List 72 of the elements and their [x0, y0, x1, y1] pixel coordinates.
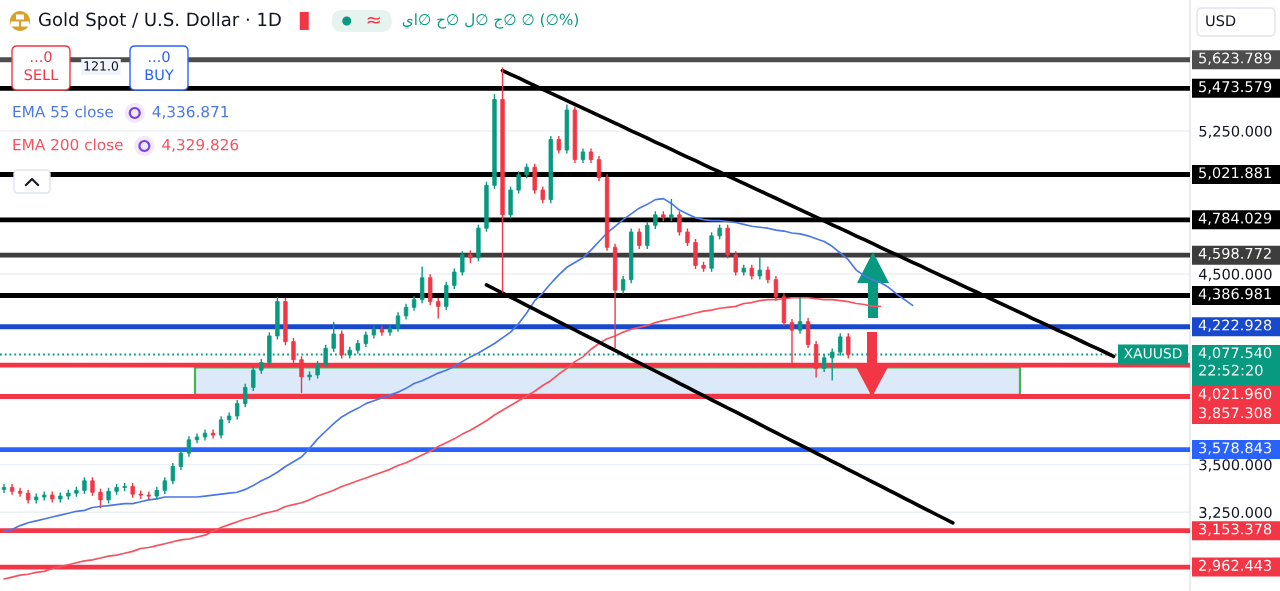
- ref-line-label: 3,578.843: [1199, 442, 1272, 455]
- ref-line-label: 4,077.540 22:52:20: [1198, 347, 1272, 376]
- annotation: ...0: [148, 51, 170, 63]
- candlestick: [733, 251, 738, 276]
- candlestick: [379, 325, 385, 336]
- candlestick: [186, 436, 192, 457]
- annotation: XAUUSD: [1123, 348, 1182, 359]
- ref-line-label: 5,473.579: [1199, 81, 1272, 94]
- ref-line-label: 3,153.378: [1199, 523, 1272, 536]
- text: USD: [1206, 15, 1236, 27]
- line-series: [3, 197, 914, 533]
- candlestick: [669, 198, 674, 222]
- ref-line-label: 4,598.772: [1198, 247, 1271, 261]
- candlestick: [210, 429, 216, 439]
- candlestick: [677, 211, 682, 236]
- candlestick: [17, 487, 23, 497]
- annotation: 121.0: [84, 61, 119, 71]
- ref-line-label: 2,962.443: [1199, 559, 1272, 573]
- candlestick: [395, 312, 401, 332]
- candlestick: [757, 257, 763, 280]
- text: EMA 55 close: [13, 105, 113, 118]
- candlestick: [452, 268, 457, 289]
- candlestick: [9, 483, 15, 495]
- y-tick-label: 3,500.000: [1199, 459, 1272, 472]
- ref-line-label: 3,857.308: [1199, 407, 1272, 420]
- candlestick: [218, 416, 224, 439]
- annotation: 4,329.826: [162, 138, 239, 152]
- candlestick: [805, 318, 811, 349]
- ref-line-label: 4,386.981: [1198, 288, 1271, 301]
- annotation: يا∅ ح∅ ل∅ ج∅ ∅ (∅%): [402, 13, 579, 29]
- candlestick: [419, 266, 425, 304]
- ref-line-label: 4,021.960: [1198, 388, 1272, 401]
- candlestick: [387, 324, 393, 336]
- candlestick: [170, 462, 176, 485]
- candlestick: [436, 298, 441, 319]
- candlestick: [339, 330, 344, 359]
- candlestick: [693, 238, 698, 269]
- ref-line-label: 4,222.928: [1198, 319, 1272, 333]
- candlestick: [460, 251, 465, 276]
- candlestick: [1, 483, 7, 493]
- annotation: SELL: [24, 69, 59, 81]
- y-tick-label: 5,250.000: [1199, 125, 1272, 139]
- ref-line-label: 4,784.029: [1198, 212, 1272, 226]
- candlestick: [444, 281, 449, 310]
- annotation: BUY: [145, 69, 174, 81]
- annotation: 4,336.871: [152, 105, 229, 119]
- ref-line-label: 5,021.881: [1199, 167, 1271, 180]
- candlestick: [235, 400, 240, 420]
- candlestick: [98, 488, 103, 509]
- candlestick: [532, 163, 537, 194]
- candlestick: [427, 274, 433, 306]
- candlestick: [846, 333, 851, 359]
- y-tick-label: 3,250.000: [1199, 506, 1272, 520]
- y-tick-label: 4,500.000: [1199, 268, 1272, 282]
- candlestick: [243, 383, 248, 408]
- candlestick: [194, 433, 200, 444]
- candlestick: [178, 449, 184, 471]
- candlestick: [645, 221, 650, 249]
- text: Gold Spot / U.S. Dollar · 1D: [39, 12, 281, 30]
- candlestick: [516, 171, 521, 194]
- annotation: ...0: [30, 51, 52, 63]
- line-series: [3, 296, 882, 580]
- candlestick: [226, 412, 232, 424]
- annotation: ≈: [367, 16, 380, 24]
- candlestick: [596, 156, 602, 182]
- ref-line-label: 5,623.789: [1199, 52, 1272, 65]
- candlestick: [637, 228, 642, 249]
- text: EMA 200 close: [13, 138, 123, 151]
- candlestick: [773, 276, 779, 301]
- candlestick: [331, 321, 336, 352]
- candlestick: [251, 366, 256, 391]
- candlestick: [797, 297, 803, 334]
